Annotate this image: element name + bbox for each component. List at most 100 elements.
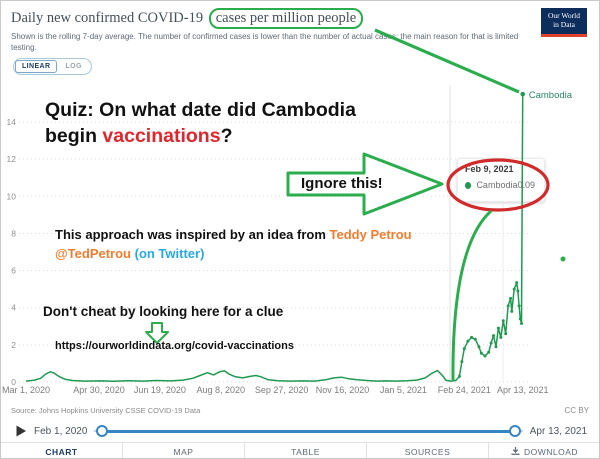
clue-url-text[interactable]: https://ourworldindata.org/covid-vaccina… [55, 340, 294, 352]
scale-toggle: LINEAR LOG [13, 58, 92, 75]
x-tick-label: Nov 16, 2020 [316, 385, 370, 395]
data-point-marker [473, 337, 477, 341]
data-point-marker [492, 334, 496, 338]
data-point-marker [496, 326, 500, 330]
data-point-marker [520, 91, 526, 97]
y-tick-label: 10 [7, 191, 17, 201]
dont-cheat-text: Don't cheat by looking here for a clue [43, 304, 284, 319]
tab-chart-label: CHART [45, 446, 78, 457]
credit-name: Teddy Petrou [329, 227, 412, 242]
tab-table[interactable]: TABLE [245, 443, 367, 458]
data-point-marker [506, 304, 510, 308]
source-row: Source: Johns Hopkins University CSSE CO… [11, 406, 589, 415]
x-tick-label: Aug 8, 2020 [197, 385, 246, 395]
linear-button[interactable]: LINEAR [15, 60, 58, 73]
quiz-line1: Quiz: On what date did Cambodia [45, 99, 356, 121]
tooltip-series-name: Cambodia [476, 180, 518, 190]
quiz-suffix: ? [220, 125, 233, 147]
data-point-marker [517, 304, 521, 308]
data-point-marker [501, 319, 505, 323]
logo-line2: in Data [553, 20, 575, 30]
ignore-this-label: Ignore this! [301, 175, 383, 192]
timeline-start-label: Feb 1, 2020 [34, 425, 88, 437]
play-button[interactable] [15, 425, 27, 437]
subtitle-line1: Shown is the rolling 7-day average. The … [11, 32, 519, 41]
x-tick-label: Apr 30, 2020 [73, 385, 125, 395]
y-tick-label: 12 [7, 154, 17, 164]
tab-table-label: TABLE [291, 446, 320, 457]
series-end-label: Cambodia [529, 90, 573, 101]
stray-green-dot [560, 256, 566, 262]
data-point-marker [512, 287, 516, 291]
page-title: Daily new confirmed COVID-19 cases per m… [11, 8, 364, 29]
timeline-selected-range [102, 429, 515, 433]
data-point-marker [509, 296, 513, 300]
data-point-marker [483, 354, 487, 358]
credit-prefix: This approach was inspired by an idea fr… [55, 227, 330, 242]
tooltip-value: 0.09 [517, 180, 535, 190]
timeline-slider-row: Feb 1, 2020 Apr 13, 2021 [1, 420, 599, 442]
tab-chart[interactable]: CHART [1, 443, 123, 458]
credit-handle: @TedPetrou [55, 246, 135, 261]
quiz-highlight: vaccinations [102, 125, 221, 147]
credit-suffix: (on Twitter) [134, 246, 205, 261]
series-color-dot [465, 181, 472, 189]
data-point-marker [466, 339, 470, 343]
tab-sources-label: SOURCES [404, 446, 451, 457]
data-point-marker [487, 350, 491, 354]
data-point-marker [470, 335, 474, 339]
quiz-line2-prefix: begin [45, 125, 103, 147]
subtitle-line2: testing. [11, 42, 37, 52]
tab-map-label: MAP [173, 446, 194, 457]
data-point-marker [516, 289, 520, 293]
x-tick-label: Apr 13, 2021 [497, 385, 549, 395]
timeline-track[interactable] [94, 425, 523, 437]
data-point-marker [462, 347, 466, 351]
x-tick-label: Feb 24, 2021 [438, 385, 491, 395]
download-icon [511, 447, 520, 455]
data-point-marker [518, 317, 522, 321]
y-tick-label: 0 [11, 377, 16, 387]
tab-map[interactable]: MAP [123, 443, 245, 458]
tooltip-date: Feb 9, 2021 [465, 164, 514, 174]
curved-callout-line [451, 209, 493, 381]
logo-line1: Our World [548, 11, 580, 20]
credit-text: This approach was inspired by an idea fr… [55, 225, 412, 263]
source-text[interactable]: Source: Johns Hopkins University CSSE CO… [11, 406, 201, 415]
tab-sources[interactable]: SOURCES [367, 443, 489, 458]
x-tick-label: Jan 5, 2021 [380, 385, 427, 395]
y-tick-label: 8 [11, 228, 16, 238]
owid-logo[interactable]: Our World in Data [541, 8, 587, 37]
x-tick-label: Sep 27, 2020 [255, 385, 309, 395]
data-point-marker [520, 322, 524, 326]
y-tick-label: 4 [11, 303, 16, 313]
data-point-marker [510, 309, 514, 313]
page-subtitle: Shown is the rolling 7-day average. The … [11, 32, 518, 54]
data-point-marker [499, 335, 503, 339]
tab-download-label: DOWNLOAD [523, 446, 579, 457]
tab-bar: CHART MAP TABLE SOURCES DOWNLOAD [1, 442, 599, 458]
y-tick-label: 14 [7, 117, 17, 127]
timeline-end-label: Apr 13, 2021 [529, 425, 587, 437]
data-point-marker [457, 374, 461, 378]
y-tick-label: 6 [11, 266, 16, 276]
data-point-marker [477, 345, 481, 349]
tab-download[interactable]: DOWNLOAD [489, 443, 599, 458]
data-point-marker [504, 332, 508, 336]
timeline-start-handle[interactable] [96, 425, 109, 437]
hover-tooltip: Feb 9, 2021 Cambodia 0.09 [457, 158, 545, 202]
x-tick-label: Mar 1, 2020 [2, 385, 50, 395]
data-point-marker [494, 345, 498, 349]
data-point-marker [479, 351, 483, 355]
data-point-marker [515, 281, 519, 285]
title-boxed-annotation: cases per million people [208, 8, 364, 29]
timeline-end-handle[interactable] [508, 425, 521, 437]
title-plain: Daily new confirmed COVID-19 [11, 10, 204, 26]
license-text[interactable]: CC BY [564, 406, 589, 415]
log-button[interactable]: LOG [65, 63, 82, 70]
y-tick-label: 2 [11, 340, 16, 350]
data-point-marker [460, 360, 464, 364]
x-tick-label: Jun 19, 2020 [134, 385, 186, 395]
quiz-question-text: Quiz: On what date did Cambodia begin va… [45, 97, 356, 149]
